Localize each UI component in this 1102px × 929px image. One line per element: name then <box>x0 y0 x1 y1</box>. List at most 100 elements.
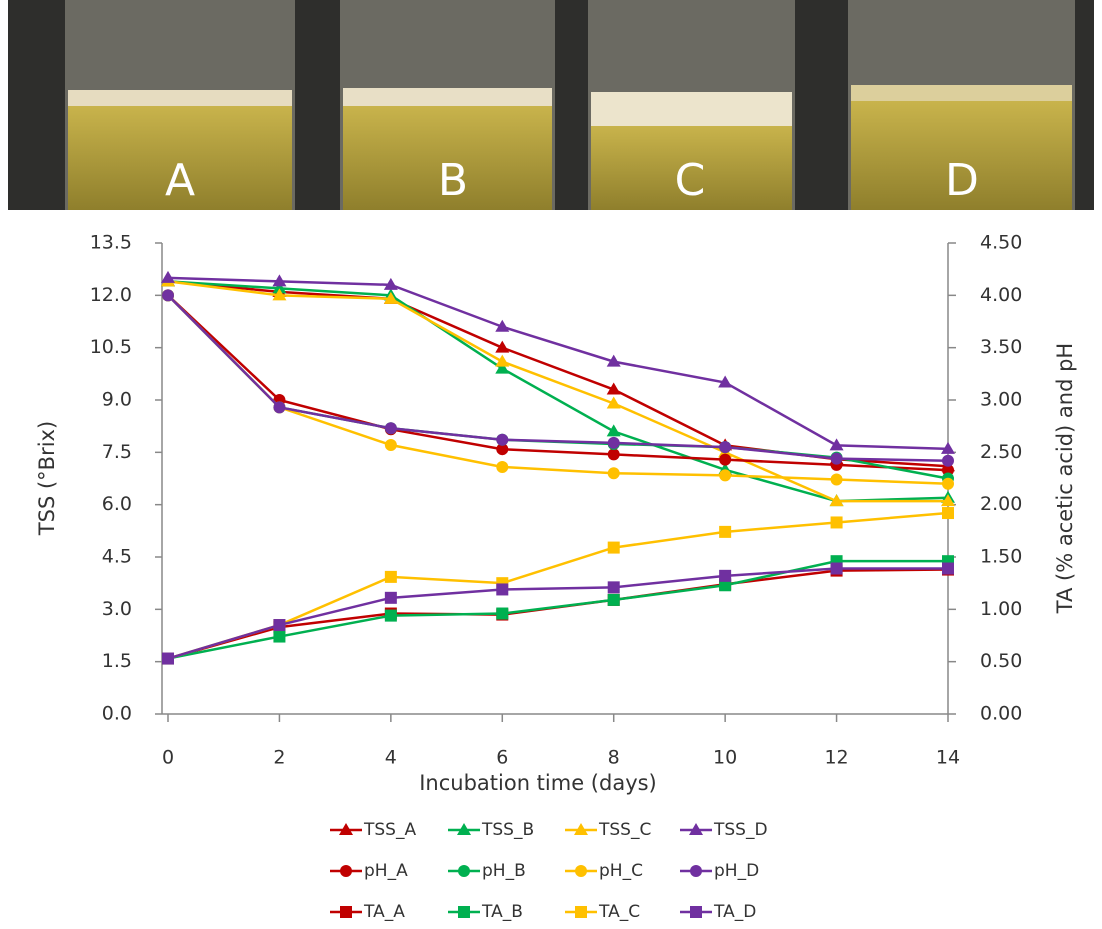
data-point <box>496 433 509 446</box>
legend-label: TSS_D <box>713 820 768 840</box>
data-point <box>718 375 733 388</box>
y-tick-label: 7.5 <box>102 441 132 463</box>
photo-label: D <box>945 155 979 206</box>
data-point <box>607 541 620 554</box>
legend-marker <box>340 906 352 918</box>
legend-marker <box>575 906 587 918</box>
series-line <box>167 276 949 451</box>
legend-label: TA_B <box>481 902 523 922</box>
data-point <box>383 291 398 304</box>
data-point <box>719 579 732 592</box>
legend-label: pH_A <box>364 861 408 881</box>
data-point <box>384 591 397 604</box>
y-tick-label: 10.5 <box>90 336 132 358</box>
legend-marker <box>458 906 470 918</box>
y2-tick-label: 0.50 <box>980 650 1022 672</box>
data-point <box>607 581 620 594</box>
legend-label: TSS_A <box>363 820 416 840</box>
legend-label: TA_C <box>598 902 640 922</box>
photo-label: B <box>438 155 468 206</box>
data-point <box>941 494 955 507</box>
data-point <box>719 569 732 582</box>
x-tick-label: 10 <box>713 747 737 769</box>
data-point <box>162 652 174 665</box>
data-point <box>384 609 397 622</box>
data-point <box>607 467 620 480</box>
legend-marker <box>690 865 702 877</box>
legend-marker <box>690 906 702 918</box>
data-point <box>272 281 287 294</box>
x-tick-label: 0 <box>162 747 174 769</box>
data-point <box>829 494 844 507</box>
data-point <box>942 507 954 520</box>
data-point <box>942 464 954 477</box>
series-line <box>167 559 948 660</box>
series-line <box>167 567 948 660</box>
data-point <box>495 319 510 332</box>
x-tick-label: 2 <box>273 747 285 769</box>
legend-marker <box>689 823 703 835</box>
legend-label: TA_D <box>713 902 756 922</box>
y2-tick-label: 3.50 <box>980 336 1022 358</box>
data-point <box>942 477 954 490</box>
data-point <box>607 448 620 461</box>
data-point <box>273 401 286 414</box>
series-line <box>167 294 949 462</box>
x-tick-label: 14 <box>936 747 960 769</box>
data-point <box>719 525 732 538</box>
y-axis-title: TSS (°Brix) <box>35 421 59 536</box>
photo: A B C D <box>8 0 1094 210</box>
data-point <box>496 460 509 473</box>
legend-label: pH_C <box>599 861 643 881</box>
y2-tick-label: 0.00 <box>980 703 1022 725</box>
series-line <box>167 280 949 468</box>
data-point <box>719 453 732 466</box>
data-point <box>942 454 954 467</box>
y-tick-label: 9.0 <box>102 389 132 411</box>
y-tick-label: 3.0 <box>102 598 132 620</box>
y-tick-label: 0.0 <box>102 703 132 725</box>
data-point <box>496 583 509 596</box>
data-point <box>606 382 621 395</box>
data-point <box>384 439 397 452</box>
y2-tick-label: 1.00 <box>980 598 1022 620</box>
data-point <box>607 593 620 606</box>
data-point <box>830 473 843 486</box>
data-point <box>830 452 843 465</box>
data-point <box>495 354 510 367</box>
x-axis-title: Incubation time (days) <box>419 771 657 795</box>
y-tick-label: 6.0 <box>102 493 132 515</box>
series-line <box>167 280 949 503</box>
legend-marker <box>574 823 588 835</box>
x-tick-label: 8 <box>608 747 620 769</box>
photo-label: A <box>165 155 195 206</box>
series-line <box>167 294 949 472</box>
y2-tick-label: 3.00 <box>980 389 1022 411</box>
data-point <box>606 354 621 367</box>
data-point <box>383 277 398 290</box>
data-point <box>719 441 732 454</box>
x-tick-label: 6 <box>496 747 508 769</box>
data-point <box>830 562 843 575</box>
legend-label: TSS_B <box>481 820 534 840</box>
legend-marker <box>339 823 353 835</box>
data-point <box>607 436 620 449</box>
data-point <box>272 288 287 301</box>
data-point <box>830 516 843 529</box>
legend-marker <box>458 865 470 877</box>
legend-marker <box>575 865 587 877</box>
data-point <box>941 441 955 454</box>
data-point <box>384 570 397 583</box>
legend-label: TSS_C <box>598 820 651 840</box>
data-point <box>496 443 509 456</box>
series-line <box>167 280 948 503</box>
data-point <box>606 424 621 437</box>
x-tick-label: 12 <box>824 747 848 769</box>
y-tick-label: 1.5 <box>102 650 132 672</box>
data-point <box>273 630 286 643</box>
y-tick-label: 12.0 <box>90 284 132 306</box>
data-point <box>942 562 954 575</box>
y2-tick-label: 4.50 <box>980 232 1022 254</box>
